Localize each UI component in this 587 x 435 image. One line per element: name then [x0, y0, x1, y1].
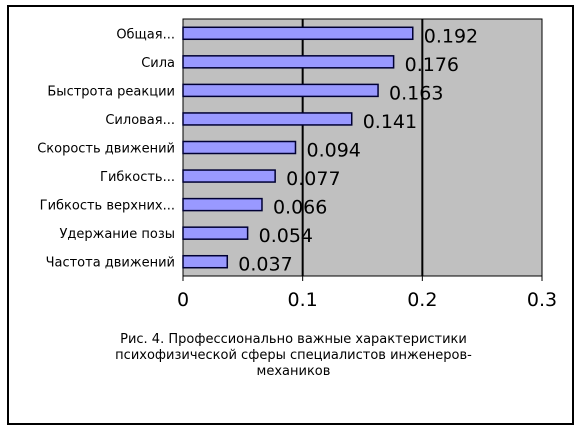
category-label-6: Гибкость верхних...: [40, 199, 175, 214]
figure-caption: Рис. 4. Профессионально важные характери…: [0, 332, 587, 380]
caption-line-1: Рис. 4. Профессионально важные характери…: [120, 332, 467, 347]
bar-2: [182, 83, 379, 98]
category-label-2: Быстрота реакции: [47, 84, 175, 99]
category-label-1: Сила: [141, 56, 175, 71]
value-label-4: 0.094: [306, 140, 360, 162]
x-tick-label-3: 0.3: [527, 289, 557, 311]
bar-6: [182, 197, 263, 212]
bar-8: [182, 254, 229, 269]
caption-line-3: механиков: [256, 364, 331, 379]
bars: [182, 26, 414, 269]
bar-3: [182, 112, 353, 126]
category-label-0: Общая...: [116, 27, 175, 42]
bar-7: [182, 226, 249, 240]
value-label-7: 0.054: [259, 225, 313, 247]
bar-5: [182, 169, 276, 183]
value-label-5: 0.077: [286, 168, 340, 190]
value-label-3: 0.141: [363, 111, 417, 133]
category-label-5: Гибкость...: [100, 170, 175, 185]
x-tick-label-1: 0.1: [288, 289, 318, 311]
x-axis: 0 0.1 0.2 0.3: [177, 275, 557, 311]
bar-0: [182, 26, 414, 41]
value-label-1: 0.176: [405, 54, 459, 76]
bar-4: [182, 140, 297, 155]
category-label-8: Частота движений: [46, 256, 175, 271]
caption-line-2: психофизической сферы специалистов инжен…: [115, 348, 472, 363]
category-label-7: Удержание позы: [59, 227, 175, 242]
category-label-4: Скорость движений: [37, 142, 175, 157]
bar-chart: Общая... Сила Быстрота реакции Силовая... Ск…: [37, 18, 557, 311]
x-tick-label-2: 0.2: [407, 289, 437, 311]
value-label-8: 0.037: [238, 254, 292, 276]
category-labels: Общая... Сила Быстрота реакции Силовая... Ск…: [37, 27, 175, 270]
value-label-2: 0.163: [389, 82, 443, 104]
category-label-3: Силовая...: [105, 113, 175, 128]
x-tick-label-0: 0: [177, 289, 189, 311]
value-label-0: 0.192: [424, 25, 478, 47]
bar-1: [182, 55, 395, 69]
value-label-6: 0.066: [273, 197, 327, 219]
